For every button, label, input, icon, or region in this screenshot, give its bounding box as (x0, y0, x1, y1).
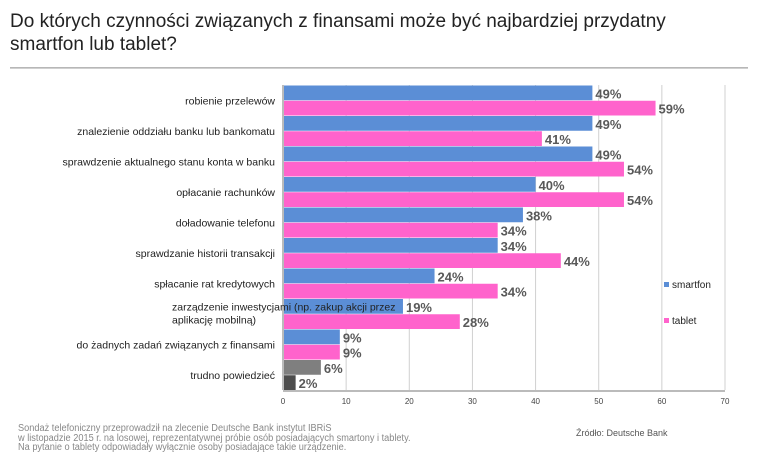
data-label: 38% (526, 208, 552, 223)
bar-smartfon (284, 238, 498, 253)
bar-smartfon (284, 85, 593, 101)
legend-label: smartfon (672, 280, 711, 291)
data-label: 40% (539, 178, 565, 193)
data-label: 9% (343, 330, 362, 345)
data-label: 34% (501, 224, 527, 239)
bar-tablet (284, 283, 498, 299)
category-label: znalezienie oddziału banku lub bankomatu (77, 126, 275, 138)
bar-tablet (284, 253, 561, 268)
bar-smartfon (284, 360, 321, 375)
x-tick-label: 10 (342, 397, 351, 406)
category-label: sprawdzanie historii transakcji (136, 248, 275, 260)
bar-tablet (284, 100, 656, 116)
data-label: 19% (406, 300, 432, 315)
data-label: 28% (463, 315, 489, 330)
category-label: robienie przelewów (185, 95, 275, 107)
category-label: do żadnych zadań związanych z finansami (77, 339, 275, 351)
category-label: zarządzenie inwestycjami (np. zakup akcj… (172, 302, 396, 327)
legend-swatch-smartfon (664, 282, 669, 287)
note-line: Sondaż telefoniczny przeprowadził na zle… (18, 423, 332, 434)
x-tick-label: 50 (594, 397, 603, 406)
data-label: 54% (627, 193, 653, 208)
chart-title: Do których czynności związanych z finans… (10, 11, 666, 55)
data-label: 34% (501, 239, 527, 254)
legend-swatch-tablet (664, 318, 669, 323)
bar-smartfon (284, 329, 340, 345)
data-label: 59% (659, 102, 685, 117)
bar-tablet (284, 314, 460, 329)
data-label: 6% (324, 361, 343, 376)
source-label: Źródło: Deutsche Bank (576, 428, 668, 438)
data-label: 41% (545, 132, 571, 147)
category-label: opłacanie rachunków (176, 187, 275, 199)
data-label: 34% (501, 285, 527, 300)
title-divider (10, 67, 748, 69)
data-label: 44% (564, 254, 590, 269)
x-tick-label: 60 (657, 397, 666, 406)
data-label: 49% (595, 86, 621, 101)
x-tick-label: 30 (468, 397, 477, 406)
x-tick-label: 20 (405, 397, 414, 406)
bar-tablet (284, 375, 296, 390)
data-label: 9% (343, 346, 362, 361)
data-label: 54% (627, 163, 653, 178)
bar-smartfon (284, 268, 435, 284)
data-label: 24% (438, 269, 464, 284)
bar-smartfon (284, 177, 536, 192)
data-label: 2% (299, 376, 318, 391)
x-tick-label: 70 (721, 397, 730, 406)
category-label: doładowanie telefonu (176, 217, 275, 229)
survey-note: Sondaż telefoniczny przeprowadził na zle… (18, 424, 411, 453)
category-label: sprawdzenie aktualnego stanu konta w ban… (63, 156, 276, 168)
bar-smartfon (284, 146, 593, 162)
bar-tablet (284, 222, 498, 238)
x-tick-label: 40 (531, 397, 540, 406)
category-label: spłacanie rat kredytowych (154, 278, 275, 290)
legend-label: tablet (672, 316, 697, 327)
note-line: Na pytanie o tablety odpowiadały wyłączn… (18, 442, 347, 453)
bar-tablet (284, 161, 624, 177)
data-label: 49% (595, 117, 621, 132)
x-tick-label: 0 (281, 397, 286, 406)
bar-smartfon (284, 207, 523, 223)
bar-tablet (284, 131, 542, 146)
bar-smartfon (284, 116, 593, 131)
bar-tablet (284, 344, 340, 360)
data-label: 49% (595, 147, 621, 162)
bar-tablet (284, 192, 624, 207)
category-label: trudno powiedzieć (190, 370, 275, 382)
bar-smartfon (284, 299, 403, 314)
note-line: w listopadzie 2015 r. na losowej, reprez… (18, 432, 411, 444)
